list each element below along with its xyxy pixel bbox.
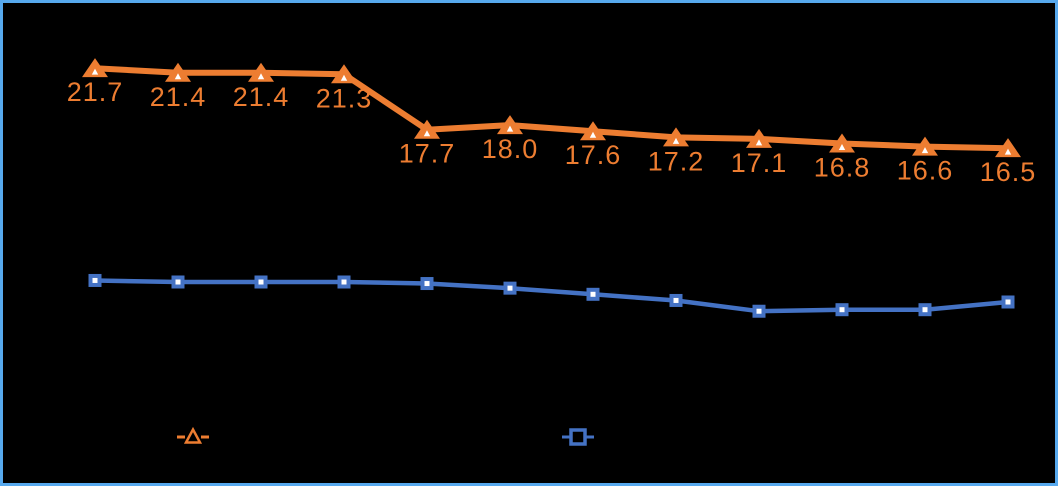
square-marker-center <box>590 291 596 297</box>
data-label: 21.3 <box>316 83 373 113</box>
triangle-marker-center <box>423 130 431 137</box>
triangle-marker <box>82 58 108 78</box>
data-label: 17.1 <box>731 148 788 178</box>
data-label: 16.5 <box>980 157 1037 187</box>
triangle-marker-center <box>921 147 929 154</box>
orange-triangle-series-group: 21.7 21.4 21.4 21.3 17.7 18.0 17.6 17.2 17.1 16.8… <box>67 58 1037 187</box>
data-label: 16.6 <box>897 156 954 186</box>
triangle-marker <box>829 133 855 153</box>
triangle-marker <box>414 119 440 139</box>
triangle-marker-center <box>672 137 680 144</box>
triangle-marker-center <box>755 139 763 146</box>
triangle-marker-center <box>589 131 597 138</box>
triangle-marker-center <box>340 74 348 81</box>
blue-square-series-group <box>88 273 1015 318</box>
square-marker-center <box>341 279 347 285</box>
square-marker-center <box>756 308 762 314</box>
square-marker-center <box>507 285 513 291</box>
square-marker-center <box>258 279 264 285</box>
square-marker-center <box>424 281 430 287</box>
triangle-marker <box>580 121 606 141</box>
legend-square-marker-icon <box>569 428 587 446</box>
legend-item-blue-square-series <box>562 428 594 446</box>
triangle-marker <box>746 128 772 148</box>
square-marker-center <box>92 277 98 283</box>
data-label: 16.8 <box>814 153 871 183</box>
data-label: 17.7 <box>399 139 456 169</box>
data-label: 17.2 <box>648 146 705 176</box>
triangle-marker <box>995 138 1021 158</box>
square-marker-center <box>175 279 181 285</box>
triangle-marker <box>912 136 938 156</box>
triangle-marker <box>165 62 191 82</box>
square-marker-center <box>922 307 928 313</box>
triangle-marker <box>248 62 274 82</box>
square-marker-center <box>1005 299 1011 305</box>
data-label: 18.0 <box>482 134 539 164</box>
triangle-marker-center <box>257 73 265 80</box>
triangle-marker <box>663 127 689 147</box>
data-label: 21.4 <box>150 82 207 112</box>
triangle-marker-center <box>1004 148 1012 155</box>
triangle-marker-center <box>174 73 182 80</box>
square-marker-center <box>673 297 679 303</box>
legend-item-orange-triangle-series <box>177 426 209 444</box>
triangle-marker-center <box>838 144 846 151</box>
triangle-marker <box>331 64 357 84</box>
data-label: 21.4 <box>233 82 290 112</box>
data-label: 21.7 <box>67 77 124 107</box>
legend-triangle-marker-icon <box>183 426 203 444</box>
orange-triangle-series-line <box>92 65 1011 152</box>
square-marker-center <box>839 307 845 313</box>
triangle-marker-center <box>91 68 99 75</box>
triangle-marker-center <box>506 125 514 132</box>
triangle-marker <box>497 115 523 135</box>
blue-square-series-line <box>92 278 1011 314</box>
data-label: 17.6 <box>565 140 622 170</box>
